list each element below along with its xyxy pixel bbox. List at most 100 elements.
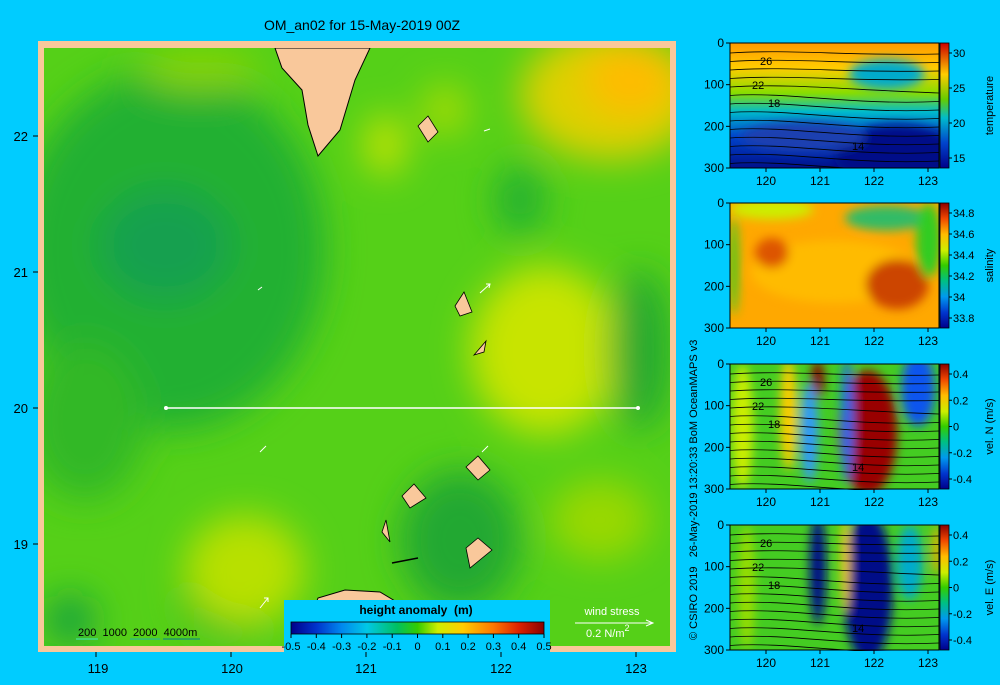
island-6 [465,537,493,569]
panel-frame [729,363,940,490]
section-panel-1: 26 22 18 14 0 100 200 300 120 121 122 123 30 25 20 15 te… [704,36,996,188]
panel-x-tick: 121 [810,495,830,509]
panel-colorbar-tick: 20 [953,118,965,130]
colorbar-tick-label: -0.3 [332,641,351,653]
panel-x-tick: 120 [756,495,776,509]
map-y-tick: 21 [14,265,28,280]
wind-stress-label: wind stress [583,606,640,618]
panel-x-tick: 122 [864,656,884,670]
contour-label: 22 [752,80,764,92]
colorbar-tick-label: 0.1 [435,641,450,653]
section-panel-3: 26 22 18 14 0 100 200 300 120 121 122 123 0.4 0.2 0 -0.… [704,357,996,509]
contour-label: 14 [852,462,864,474]
panel-x-tick: 121 [810,656,830,670]
panel-y-tick: 100 [704,78,724,92]
panel-x-tick: 123 [918,495,938,509]
panel-field [730,43,939,168]
panel-x-tick: 123 [918,334,938,348]
height-anomaly-colorbar: height anomaly (m) -0.5 -0.4 -0.3 -0.2 -0.1 0… [282,600,552,653]
panel-y-tick: 200 [704,440,724,454]
panel-colorbar-tick: 34.6 [953,229,974,241]
panel-x-tick: 123 [918,174,938,188]
panel-colorbar-tick: 34 [953,292,965,304]
contour-label: 26 [760,56,772,68]
panel-x-tick: 123 [918,656,938,670]
depth-legend-label: 200 1000 2000 4000m [78,627,197,639]
map-x-tick: 122 [490,661,512,676]
panel-colorbar: 0.4 0.2 0 -0.2 -0.4 vel. E (m/s) [939,524,996,651]
island-3 [472,339,487,356]
svg-text:0.2 N/m2: 0.2 N/m2 [586,623,630,640]
colorbar-tick-label: -0.4 [307,641,326,653]
panel-colorbar-tick: 0 [953,583,959,595]
panel-colorbar-tick: 34.2 [953,271,974,283]
panel-frame [729,42,940,169]
panel-y-tick: 300 [704,643,724,657]
panel-colorbar-label: vel. N (m/s) [984,398,996,454]
island-7 [381,519,391,543]
wind-arrows [257,128,491,609]
depth-legend: 200 1000 2000 4000m [76,627,200,640]
island-4 [465,455,491,481]
map-y-axis: 22 21 20 19 [14,129,38,552]
map-y-tick: 22 [14,129,28,144]
panel-y-tick: 100 [704,399,724,413]
panel-x-tick: 122 [864,334,884,348]
panel-colorbar-tick: -0.4 [953,474,972,486]
wind-stress-arrowhead [645,619,655,627]
contour-label: 14 [852,141,864,153]
panel-colorbar-tick: -0.2 [953,448,972,460]
section-start-marker [164,406,168,410]
panel-field [730,525,939,651]
panel-y-tick: 200 [704,119,724,133]
panel-y-tick: 300 [704,161,724,175]
colorbar-gradient [290,621,545,635]
panel-y-tick: 300 [704,482,724,496]
panel-y-tick: 0 [717,36,724,50]
panel-x-tick: 122 [864,495,884,509]
contour-label: 18 [768,419,780,431]
contour-label: 18 [768,98,780,110]
panel-x-tick: 121 [810,174,830,188]
contour-label: 22 [752,401,764,413]
panel-colorbar-tick: 0.2 [953,395,968,407]
wind-stress-legend: wind stress 0.2 N/m2 [575,606,655,640]
panel-field [730,203,939,328]
panel-colorbar-tick: 15 [953,153,965,165]
panel-y-tick: 300 [704,321,724,335]
panel-x-tick: 120 [756,174,776,188]
panel-colorbar-tick: 25 [953,83,965,95]
panel-y-tick: 200 [704,601,724,615]
wind-stress-units: 0.2 N/m [586,628,625,640]
wind-stress-units-sup: 2 [625,623,630,633]
panel-y-tick: 0 [717,518,724,532]
contour-label: 22 [752,562,764,574]
map-x-axis: 119 120 121 122 123 [88,652,647,676]
colorbar-title: height anomaly (m) [359,603,472,617]
section-panel-4: 26 22 18 14 0 100 200 300 120 121 122 123 0.4 0.2 0 -0.… [704,518,996,670]
panel-colorbar-tick: 0.4 [953,530,968,542]
panel-colorbar-tick: 34.8 [953,208,974,220]
panel-colorbar-tick: 30 [953,48,965,60]
colorbar-tick-label: 0.3 [486,641,501,653]
panel-frame [729,202,940,329]
map-plot: 119 120 121 122 123 22 21 20 19 200 1000… [14,41,676,676]
height-anomaly-field [44,48,670,645]
panel-colorbar-tick: 33.8 [953,313,974,325]
panel-colorbar-tick: 0.2 [953,556,968,568]
panel-colorbar-label: temperature [984,76,996,135]
colorbar-tick-label: -0.5 [282,641,301,653]
contour-label: 14 [852,623,864,635]
contour-label: 18 [768,580,780,592]
map-x-tick: 123 [625,661,647,676]
colorbar-tick-label: -0.2 [357,641,376,653]
map-x-tick: 121 [355,661,377,676]
panel-y-tick: 0 [717,196,724,210]
credit-label: © CSIRO 2019 26-May-2019 13:20:33 BoM Oc… [688,340,700,640]
panel-colorbar: 34.8 34.6 34.4 34.2 34 33.8 salinity [939,202,996,329]
island-5 [401,483,427,509]
colorbar-tick-label: 0 [414,641,420,653]
panel-x-tick: 120 [756,656,776,670]
panel-colorbar-tick: -0.4 [953,635,972,647]
